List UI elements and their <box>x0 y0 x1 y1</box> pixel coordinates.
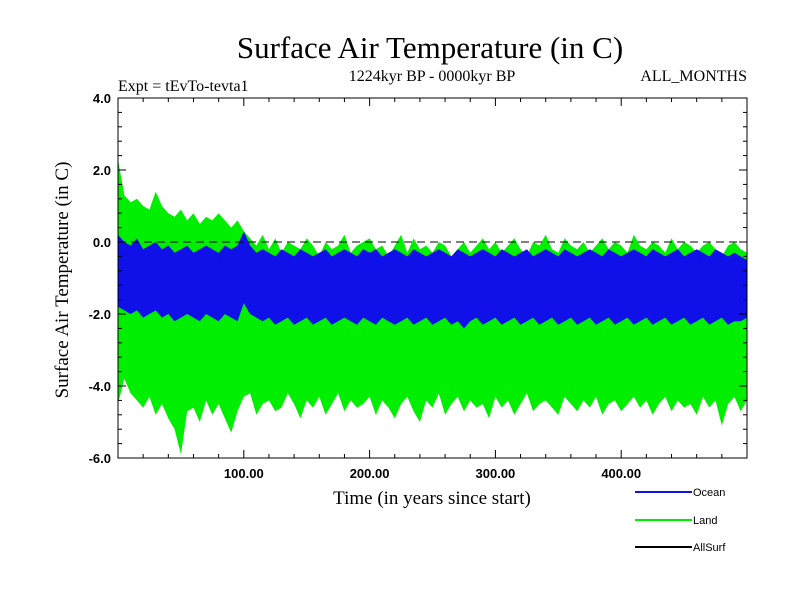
plot-frame <box>117 97 748 459</box>
legend: Ocean Land AllSurf <box>635 487 726 554</box>
x-tick-label: 200.00 <box>350 466 390 481</box>
y-tick-label: 0.0 <box>93 235 111 250</box>
y-tick-label: -4.0 <box>89 379 111 394</box>
y-axis-label: Surface Air Temperature (in C) <box>52 162 73 399</box>
legend-label-ocean: Ocean <box>693 487 725 499</box>
y-tick-label: -2.0 <box>89 307 111 322</box>
legend-label-allsurf: AllSurf <box>693 542 726 554</box>
series-ocean-trace <box>117 232 747 326</box>
y-tick-label: 4.0 <box>93 91 111 106</box>
x-tick-label: 300.00 <box>476 466 516 481</box>
subtitle-left: Expt = tEvTo-tevta1 <box>118 78 249 95</box>
plot-area: -6.0 -4.0 -2.0 0.0 2.0 4.0 100.00 200.00 300.00 4… <box>89 91 748 481</box>
chart-title: Surface Air Temperature (in C) <box>237 30 623 65</box>
y-tick-label: -6.0 <box>89 451 111 466</box>
subtitle-right: ALL_MONTHS <box>640 68 747 85</box>
x-tick-label: 400.00 <box>601 466 641 481</box>
legend-label-land: Land <box>693 515 717 527</box>
y-tick-label: 2.0 <box>93 163 111 178</box>
series-ocean <box>117 231 747 329</box>
x-axis-label: Time (in years since start) <box>333 488 531 509</box>
x-tick-label: 100.00 <box>224 466 264 481</box>
subtitle-center: 1224kyr BP - 0000kyr BP <box>349 68 516 85</box>
